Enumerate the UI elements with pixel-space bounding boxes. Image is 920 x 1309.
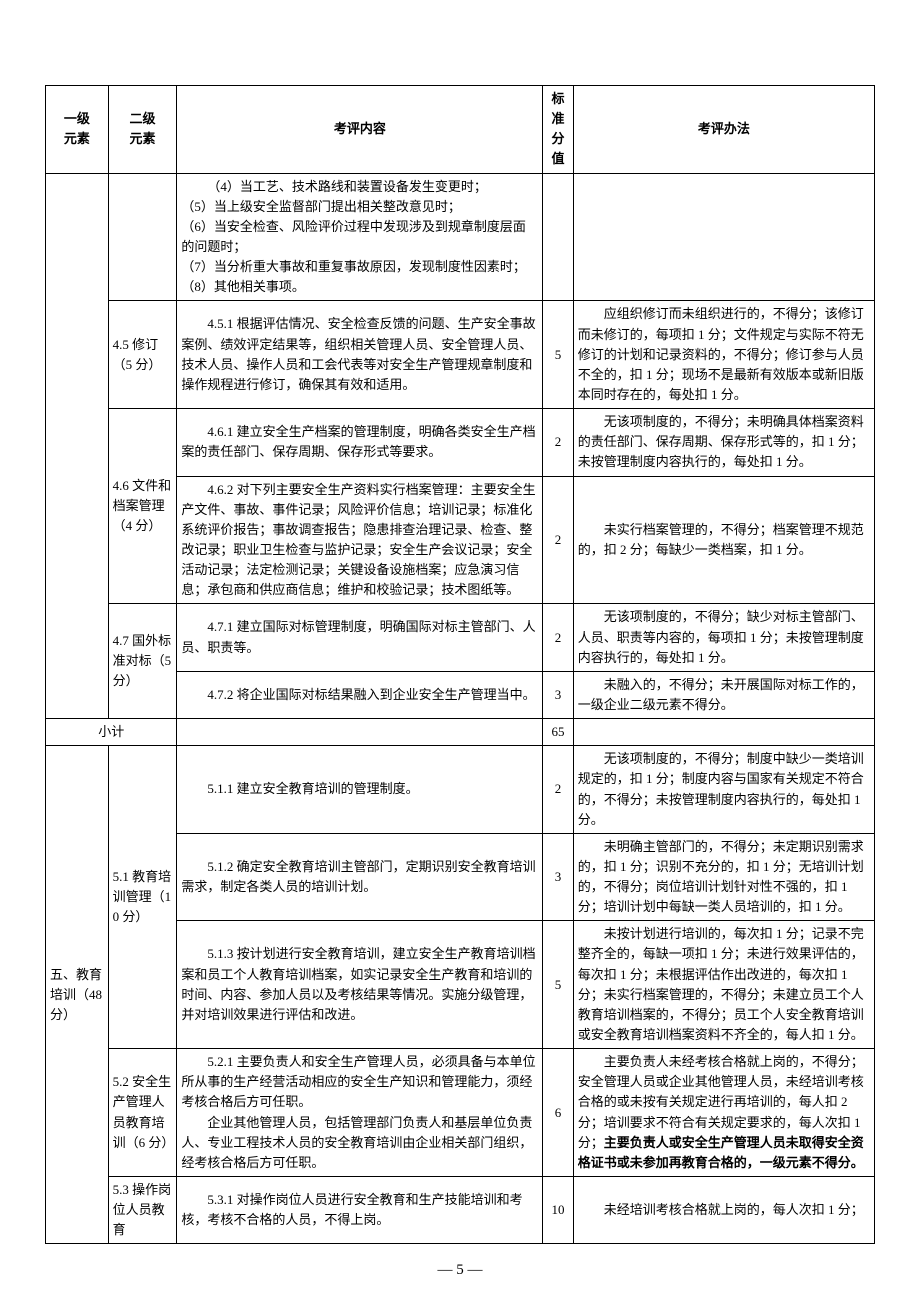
table-row: （4）当工艺、技术路线和装置设备发生变更时；（5）当上级安全监督部门提出相关整改… (46, 173, 875, 301)
cell-score: 5 (543, 301, 573, 409)
cell-method: 未实行档案管理的，不得分；档案管理不规范的，扣 2 分；每缺少一类档案，扣 1 … (573, 476, 874, 604)
cell-score: 3 (543, 671, 573, 718)
table-row: 4.6 文件和档案管理（4 分） 4.6.1 建立安全生产档案的管理制度，明确各… (46, 409, 875, 476)
header-content: 考评内容 (177, 86, 543, 174)
cell-score: 2 (543, 604, 573, 671)
cell-content: 5.3.1 对操作岗位人员进行安全教育和生产技能培训和考核，考核不合格的人员，不… (177, 1177, 543, 1244)
cell-level2-empty (108, 173, 177, 301)
cell-content: （4）当工艺、技术路线和装置设备发生变更时；（5）当上级安全监督部门提出相关整改… (177, 173, 543, 301)
cell-level2: 4.6 文件和档案管理（4 分） (108, 409, 177, 604)
evaluation-table: 一级元素 二级元素 考评内容 标准分值 考评办法 （4）当工艺、技术路线和装置设… (45, 85, 875, 1244)
method-bold: 主要负责人或安全生产管理人员未取得安全资格证书或未参加再教育合格的，一级元素不得… (578, 1135, 864, 1170)
cell-method: 应组织修订而未组织进行的，不得分；该修订而未修订的，每项扣 1 分；文件规定与实… (573, 301, 874, 409)
cell-level1-empty (46, 173, 109, 719)
subtotal-blank (177, 719, 543, 746)
table-header-row: 一级元素 二级元素 考评内容 标准分值 考评办法 (46, 86, 875, 174)
header-method: 考评办法 (573, 86, 874, 174)
cell-score: 5 (543, 921, 573, 1049)
subtotal-score: 65 (543, 719, 573, 746)
subtotal-blank (573, 719, 874, 746)
header-level1: 一级元素 (46, 86, 109, 174)
cell-score: 6 (543, 1049, 573, 1177)
cell-content: 5.1.3 按计划进行安全教育培训，建立安全生产教育培训档案和员工个人教育培训档… (177, 921, 543, 1049)
table-row: 5.2 安全生产管理人员教育培训（6 分） 5.2.1 主要负责人和安全生产管理… (46, 1049, 875, 1177)
cell-content: 5.2.1 主要负责人和安全生产管理人员，必须具备与本单位所从事的生产经营活动相… (177, 1049, 543, 1177)
cell-level1: 五、教育培训（48 分） (46, 746, 109, 1244)
cell-method: 未明确主管部门的，不得分；未定期识别需求的，扣 1 分；识别不充分的，扣 1 分… (573, 833, 874, 921)
table-row: 5.3 操作岗位人员教育 5.3.1 对操作岗位人员进行安全教育和生产技能培训和… (46, 1177, 875, 1244)
cell-content: 4.7.2 将企业国际对标结果融入到企业安全生产管理当中。 (177, 671, 543, 718)
cell-score (543, 173, 573, 301)
cell-content: 5.1.2 确定安全教育培训主管部门，定期识别安全教育培训需求，制定各类人员的培… (177, 833, 543, 921)
cell-method: 无该项制度的，不得分；未明确具体档案资料的责任部门、保存周期、保存形式等的，扣 … (573, 409, 874, 476)
cell-method: 未按计划进行培训的，每次扣 1 分；记录不完整齐全的，每缺一项扣 1 分；未进行… (573, 921, 874, 1049)
cell-method (573, 173, 874, 301)
cell-method-52: 主要负责人未经考核合格就上岗的，不得分；安全管理人员或企业其他管理人员，未经培训… (573, 1049, 874, 1177)
subtotal-row: 小计 65 (46, 719, 875, 746)
cell-content: 5.1.1 建立安全教育培训的管理制度。 (177, 746, 543, 834)
subtotal-label: 小计 (46, 719, 177, 746)
header-score: 标准分值 (543, 86, 573, 174)
page-number: — 5 — (45, 1262, 875, 1279)
cell-score: 2 (543, 409, 573, 476)
cell-level2: 5.2 安全生产管理人员教育培训（6 分） (108, 1049, 177, 1177)
cell-level2: 4.5 修订（5 分） (108, 301, 177, 409)
cell-level2: 4.7 国外标准对标（5 分） (108, 604, 177, 719)
cell-score: 10 (543, 1177, 573, 1244)
table-row: 五、教育培训（48 分） 5.1 教育培训管理（10 分） 5.1.1 建立安全… (46, 746, 875, 834)
cell-content: 4.6.2 对下列主要安全生产资料实行档案管理：主要安全生产文件、事故、事件记录… (177, 476, 543, 604)
cell-score: 2 (543, 746, 573, 834)
cell-content: 4.5.1 根据评估情况、安全检查反馈的问题、生产安全事故案例、绩效评定结果等，… (177, 301, 543, 409)
table-row: 4.5 修订（5 分） 4.5.1 根据评估情况、安全检查反馈的问题、生产安全事… (46, 301, 875, 409)
header-level2: 二级元素 (108, 86, 177, 174)
cell-score: 3 (543, 833, 573, 921)
cell-method: 无该项制度的，不得分；缺少对标主管部门、人员、职责等内容的，每项扣 1 分；未按… (573, 604, 874, 671)
cell-content: 4.6.1 建立安全生产档案的管理制度，明确各类安全生产档案的责任部门、保存周期… (177, 409, 543, 476)
cell-content: 4.7.1 建立国际对标管理制度，明确国际对标主管部门、人员、职责等。 (177, 604, 543, 671)
cell-score: 2 (543, 476, 573, 604)
cell-method: 未经培训考核合格就上岗的，每人次扣 1 分； (573, 1177, 874, 1244)
table-row: 4.7 国外标准对标（5 分） 4.7.1 建立国际对标管理制度，明确国际对标主… (46, 604, 875, 671)
cell-level2: 5.1 教育培训管理（10 分） (108, 746, 177, 1049)
cell-method: 未融入的，不得分；未开展国际对标工作的，一级企业二级元素不得分。 (573, 671, 874, 718)
cell-level2: 5.3 操作岗位人员教育 (108, 1177, 177, 1244)
cell-method: 无该项制度的，不得分；制度中缺少一类培训规定的，扣 1 分；制度内容与国家有关规… (573, 746, 874, 834)
